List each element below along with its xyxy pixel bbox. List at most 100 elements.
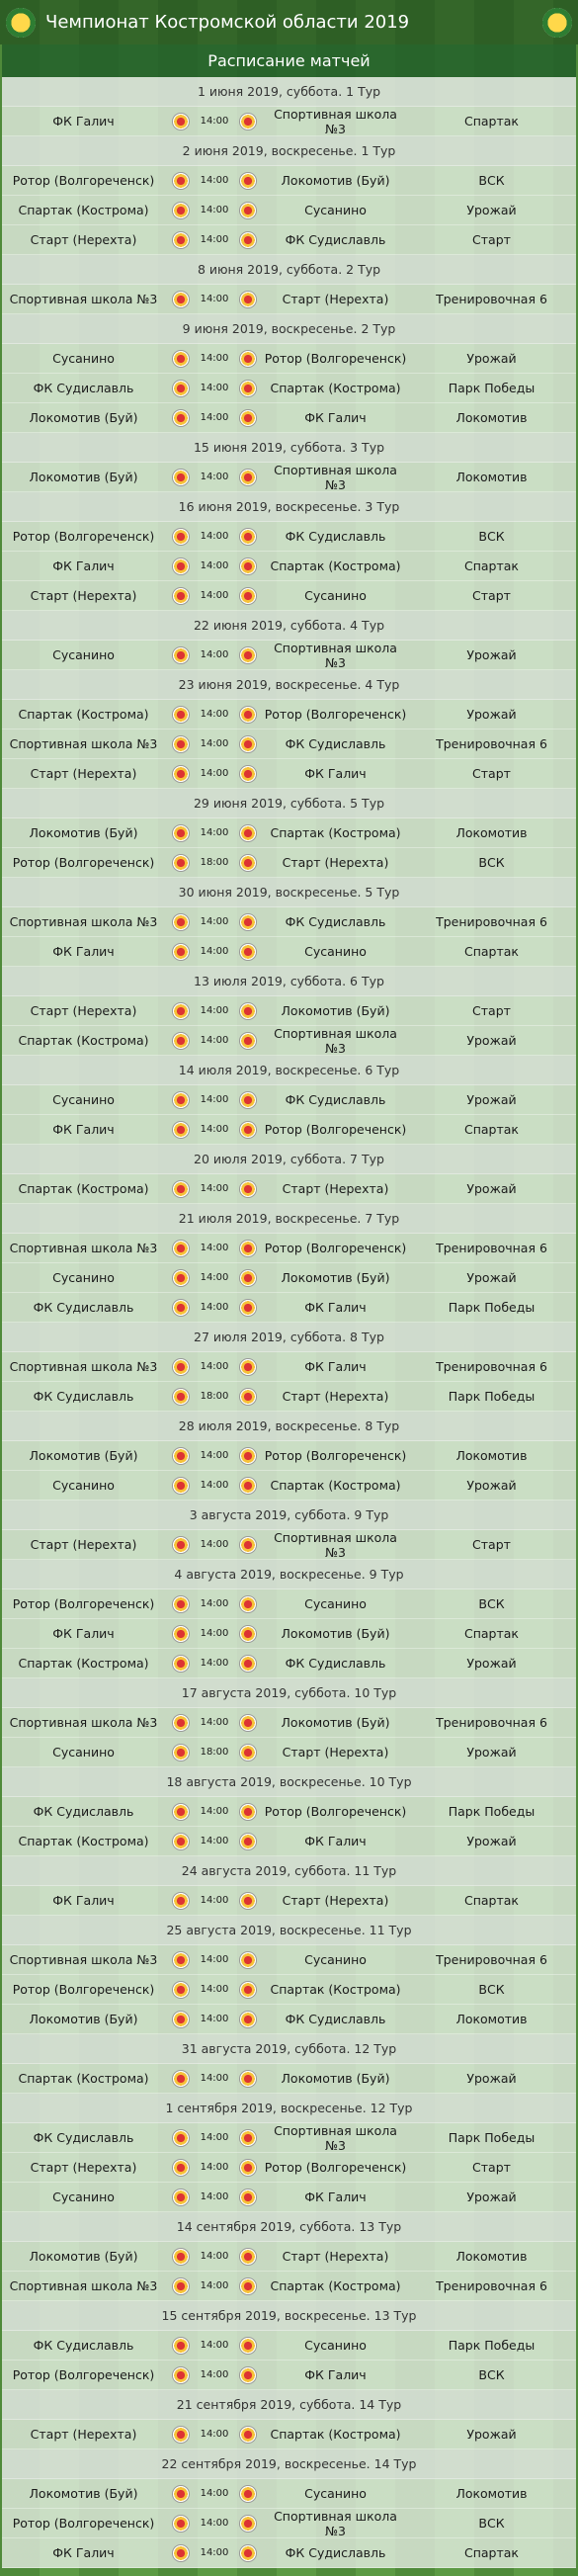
team-logo	[240, 2248, 256, 2265]
schedule-list: 1 июня 2019, суббота. 1 Тур ФК Галич 14:00…	[0, 77, 578, 2568]
venue: Урожай	[466, 647, 517, 662]
away-team: Локомотив (Буй)	[281, 1003, 390, 1018]
team-logo	[240, 1981, 256, 1998]
match-row: Спортивная школа №3 14:00 ФК Судиславль Тре…	[2, 907, 576, 937]
away-team: ФК Галич	[304, 1834, 367, 1848]
team-logo	[173, 2426, 189, 2443]
team-logo	[240, 913, 256, 930]
away-team: Спортивная школа №3	[274, 2122, 397, 2153]
team-logo	[240, 2189, 256, 2205]
team-logo	[240, 528, 256, 545]
away-team: Спортивная школа №3	[274, 640, 397, 670]
away-team: ФК Судиславль	[285, 1656, 386, 1671]
header-bar: Чемпионат Костромской области 2019	[0, 0, 578, 44]
home-team: Локомотив (Буй)	[29, 2486, 138, 2501]
match-time: 14:00	[200, 827, 229, 838]
match-row: Спартак (Кострома) 14:00 ФК Галич Урожай	[2, 1827, 576, 1856]
team-logo	[240, 558, 256, 574]
match-row: Сусанино 18:00 Старт (Нерехта) Урожай	[2, 1738, 576, 1767]
match-time: 14:00	[200, 1954, 229, 1965]
date-header: 28 июля 2019, воскресенье. 8 Тур	[2, 1412, 576, 1441]
venue: Урожай	[466, 351, 517, 366]
team-logo	[240, 2366, 256, 2383]
match-time: 14:00	[200, 1302, 229, 1313]
team-logo	[173, 1625, 189, 1642]
match-row: Старт (Нерехта) 14:00 Ротор (Волгореченск)…	[2, 2153, 576, 2183]
team-logo	[240, 1388, 256, 1405]
team-logo	[173, 646, 189, 663]
date-header: 1 сентября 2019, воскресенье. 12 Тур	[2, 2094, 576, 2123]
match-row: Спортивная школа №3 14:00 ФК Галич Трениров…	[2, 1352, 576, 1382]
venue: Парк Победы	[448, 1300, 536, 1315]
team-logo	[173, 231, 189, 248]
home-team: Локомотив (Буй)	[29, 2249, 138, 2264]
home-team: Старт (Нерехта)	[30, 2427, 137, 2442]
match-row: ФК Судиславль 14:00 Сусанино Парк Победы	[2, 2331, 576, 2361]
match-row: ФК Галич 14:00 Локомотив (Буй) Спартак	[2, 1619, 576, 1649]
away-team: Сусанино	[304, 944, 367, 959]
team-logo	[240, 1121, 256, 1138]
match-time: 14:00	[200, 1094, 229, 1105]
match-time: 14:00	[200, 294, 229, 304]
venue: Урожай	[466, 1270, 517, 1285]
venue: Тренировочная 6	[436, 1241, 547, 1255]
team-logo	[240, 113, 256, 129]
away-team: ФК Галич	[304, 1300, 367, 1315]
team-logo	[240, 1595, 256, 1612]
team-logo	[240, 2159, 256, 2176]
team-logo	[240, 2485, 256, 2502]
home-team: ФК Галич	[52, 1626, 115, 1641]
team-logo	[173, 291, 189, 307]
match-row: ФК Судиславль 14:00 Ротор (Волгореченск) Па…	[2, 1797, 576, 1827]
match-time: 14:00	[200, 709, 229, 720]
away-team: Спартак (Кострома)	[270, 1982, 401, 1997]
home-team: Старт (Нерехта)	[30, 1003, 137, 1018]
team-logo	[173, 587, 189, 604]
team-logo	[173, 1299, 189, 1316]
away-team: Старт (Нерехта)	[282, 1745, 389, 1760]
date-header: 30 июня 2019, воскресенье. 5 Тур	[2, 878, 576, 907]
team-logo	[240, 1833, 256, 1849]
home-team: Спартак (Кострома)	[18, 1834, 149, 1848]
team-logo	[240, 1714, 256, 1731]
team-logo	[173, 1981, 189, 1998]
away-team: Ротор (Волгореченск)	[264, 1448, 407, 1463]
away-team: Сусанино	[304, 588, 367, 603]
venue: Старт	[472, 1537, 511, 1552]
team-logo	[173, 2366, 189, 2383]
venue: Парк Победы	[448, 381, 536, 395]
team-logo	[240, 1358, 256, 1375]
match-time: 18:00	[200, 857, 229, 868]
away-team: Старт (Нерехта)	[282, 855, 389, 870]
team-logo	[173, 2277, 189, 2294]
home-team: ФК Галич	[52, 1893, 115, 1908]
match-row: Спортивная школа №3 14:00 Локомотив (Буй) Т…	[2, 1708, 576, 1738]
home-team: Спартак (Кострома)	[18, 203, 149, 217]
match-row: Локомотив (Буй) 14:00 Старт (Нерехта) Локом…	[2, 2242, 576, 2272]
date-header: 18 августа 2019, воскресенье. 10 Тур	[2, 1767, 576, 1797]
match-row: Ротор (Волгореченск) 14:00 ФК Галич ВСК	[2, 2361, 576, 2390]
home-team: ФК Судиславль	[33, 1389, 134, 1404]
match-row: ФК Галич 14:00 Спортивная школа №3 Спартак	[2, 107, 576, 136]
team-logo	[173, 1744, 189, 1760]
venue: Спартак	[464, 1122, 519, 1137]
match-time: 14:00	[200, 738, 229, 749]
team-logo	[173, 2485, 189, 2502]
date-header: 24 августа 2019, суббота. 11 Тур	[2, 1856, 576, 1886]
venue: Спартак	[464, 1626, 519, 1641]
date-header: 4 августа 2019, воскресенье. 9 Тур	[2, 1560, 576, 1589]
away-team: Спартак (Кострома)	[270, 2278, 401, 2293]
home-team: Сусанино	[52, 1745, 115, 1760]
away-team: Сусанино	[304, 1952, 367, 1967]
venue: Урожай	[466, 1834, 517, 1848]
away-team: Спортивная школа №3	[274, 106, 397, 136]
home-team: Ротор (Волгореченск)	[12, 2367, 155, 2382]
date-header: 22 июня 2019, суббота. 4 Тур	[2, 611, 576, 641]
away-team: Локомотив (Буй)	[281, 1715, 390, 1730]
away-team: Ротор (Волгореченск)	[264, 2160, 407, 2175]
away-team: Спартак (Кострома)	[270, 2427, 401, 2442]
date-header: 25 августа 2019, воскресенье. 11 Тур	[2, 1916, 576, 1945]
team-logo	[173, 765, 189, 782]
